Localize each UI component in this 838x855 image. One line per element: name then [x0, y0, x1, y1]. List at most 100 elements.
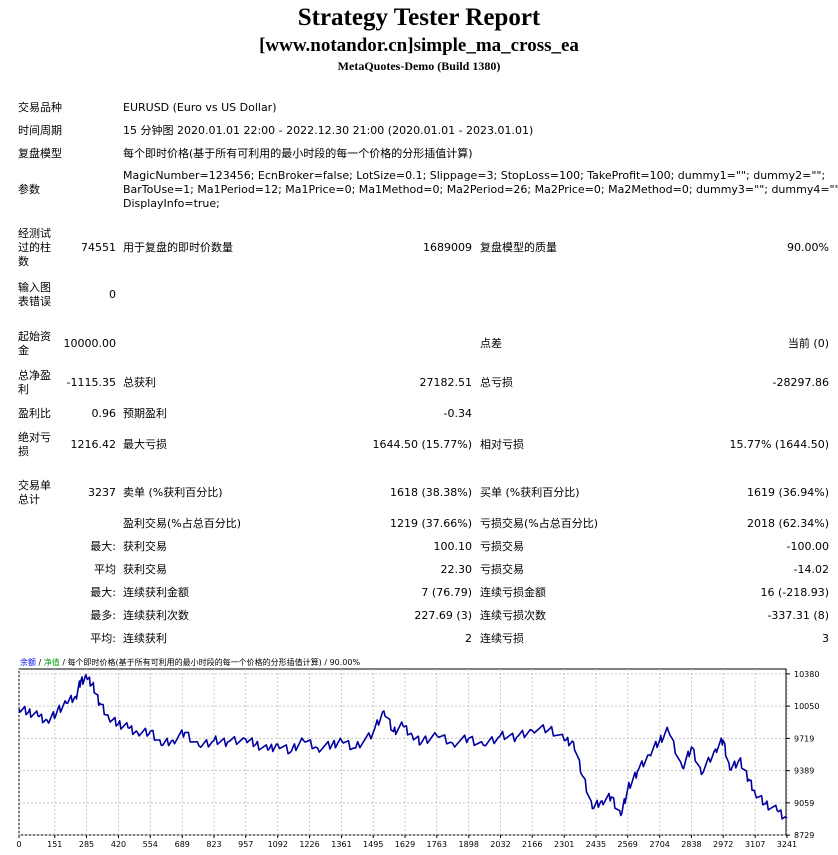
x-tick-label: 2569	[618, 840, 638, 849]
chart-x-ticks: 0 151 285 420 554 689 823 957 1092 1226 1361 1495 16…	[16, 835, 797, 849]
legend-sep: /	[36, 658, 44, 667]
trades-value: 3237	[88, 486, 116, 499]
chart-y-ticks: 10380 10050 9719 9389 9059 8729	[786, 670, 819, 840]
x-tick-label: 2301	[554, 840, 574, 849]
loss-trades-label: 亏损交易(%占总百分比)	[480, 517, 599, 530]
report-build: MetaQuotes-Demo (Build 1380)	[337, 59, 501, 73]
max-cons-loss-value: -337.31 (8)	[767, 609, 829, 622]
period-label: 时间周期	[18, 124, 62, 137]
x-tick-label: 2166	[522, 840, 542, 849]
x-tick-label: 2838	[681, 840, 701, 849]
params-line-3: DisplayInfo=true;	[123, 197, 220, 210]
long-label: 买单 (%获利百分比)	[480, 486, 580, 499]
params-line-1: MagicNumber=123456; EcnBroker=false; Lot…	[123, 169, 826, 182]
symbol-label: 交易品种	[18, 101, 62, 114]
params-line-2: BarToUse=1; Ma1Period=12; Ma1Price=0; Ma…	[123, 183, 838, 196]
payoff-label: 预期盈利	[123, 407, 167, 420]
avg-loss-value: -14.02	[793, 563, 829, 576]
balance-line	[18, 673, 788, 820]
y-tick-label: 9389	[794, 767, 814, 776]
max-dd-label: 最大亏损	[123, 438, 167, 451]
y-tick-label: 9059	[794, 799, 814, 808]
x-tick-label: 2704	[650, 840, 670, 849]
loss-trades-value: 2018 (62.34%)	[746, 517, 829, 530]
abs-dd-value: 1216.42	[70, 438, 117, 451]
profit-trades-value: 1219 (37.66%)	[389, 517, 472, 530]
symbol-value: EURUSD (Euro vs US Dollar)	[123, 101, 277, 114]
deposit-label: 起始资金	[18, 330, 51, 357]
x-tick-label: 1226	[299, 840, 319, 849]
bars-value: 74551	[81, 241, 116, 254]
x-tick-label: 1361	[331, 840, 351, 849]
quality-label: 复盘模型的质量	[480, 241, 557, 254]
x-tick-label: 2032	[490, 840, 510, 849]
x-tick-label: 1629	[395, 840, 415, 849]
x-tick-label: 420	[111, 840, 126, 849]
max-cons-losses-value: 16 (-218.93)	[760, 586, 829, 599]
x-tick-label: 2435	[586, 840, 606, 849]
x-tick-label: 151	[47, 840, 62, 849]
errors-label: 输入图表错误	[18, 281, 51, 308]
ticks-value: 1689009	[423, 241, 472, 254]
max-cons-losses-label: 连续亏损金额	[480, 586, 546, 599]
net-label: 总净盈利	[18, 369, 51, 396]
y-tick-label: 10380	[794, 670, 819, 679]
x-tick-label: 3107	[745, 840, 765, 849]
avg-cons-wins-label: 连续获利	[123, 632, 167, 645]
abs-dd-label: 绝对亏损	[18, 431, 51, 458]
rel-dd-value: 15.77% (1644.50)	[729, 438, 829, 451]
avg-cons-losses-value: 3	[822, 632, 829, 645]
max-dd-value: 1644.50 (15.77%)	[372, 438, 472, 451]
x-tick-label: 3241	[777, 840, 797, 849]
max-cons-loss-label: 连续亏损次数	[480, 609, 546, 622]
spread-value: 当前 (0)	[787, 337, 829, 350]
report-title: Strategy Tester Report	[297, 4, 541, 31]
pf-value: 0.96	[91, 407, 117, 420]
errors-value: 0	[109, 288, 116, 301]
period-value: 15 分钟图 2020.01.01 22:00 - 2022.12.30 21:…	[123, 124, 534, 137]
gross-loss-label: 总亏损	[480, 376, 513, 389]
avg-profit-value: 22.30	[440, 563, 473, 576]
max-cons-wins-label: 连续获利金额	[123, 586, 189, 599]
y-tick-label: 8729	[794, 831, 814, 840]
profit-trades-label: 盈利交易(%占总百分比)	[123, 517, 242, 530]
params-label: 参数	[18, 183, 40, 196]
largest-loss-value: -100.00	[786, 540, 829, 553]
max-cons-profit-value: 227.69 (3)	[414, 609, 472, 622]
long-value: 1619 (36.94%)	[746, 486, 829, 499]
y-tick-label: 10050	[794, 702, 819, 711]
quality-value: 90.00%	[787, 241, 829, 254]
x-tick-label: 1495	[363, 840, 383, 849]
x-tick-label: 554	[143, 840, 158, 849]
most-prefix: 最多:	[90, 609, 116, 622]
max-cons-wins-value: 7 (76.79)	[421, 586, 472, 599]
avg-loss-label: 亏损交易	[480, 563, 524, 576]
legend-equity: 净值	[44, 657, 60, 667]
largest-loss-label: 亏损交易	[480, 540, 524, 553]
x-tick-label: 2972	[713, 840, 733, 849]
report-subtitle: [www.notandor.cn]simple_ma_cross_ea	[259, 35, 579, 56]
x-tick-label: 0	[16, 840, 21, 849]
short-label: 卖单 (%获利百分比)	[123, 486, 223, 499]
avg-cons-losses-label: 连续亏损	[480, 632, 524, 645]
avg-cons-wins-value: 2	[465, 632, 472, 645]
chart-plot-frame	[18, 668, 787, 836]
largest-profit-value: 100.10	[433, 540, 473, 553]
ticks-label: 用于复盘的即时价数量	[123, 241, 233, 254]
x-tick-label: 285	[79, 840, 94, 849]
avg-cons-prefix: 平均:	[90, 632, 116, 645]
trades-label: 交易单总计	[18, 479, 51, 506]
largest-profit-label: 获利交易	[123, 540, 167, 553]
chart-background	[14, 655, 838, 855]
x-tick-label: 689	[175, 840, 190, 849]
gross-loss-value: -28297.86	[772, 376, 829, 389]
legend-balance: 余额	[20, 657, 36, 667]
y-tick-label: 9719	[794, 734, 814, 743]
gross-profit-value: 27182.51	[419, 376, 473, 389]
max-cons-profit-label: 连续获利次数	[123, 609, 189, 622]
pf-label: 盈利比	[18, 407, 51, 420]
legend-description: / 每个即时价格(基于所有可利用的最小时段的每一个价格的分形插值计算) / 90…	[60, 657, 361, 667]
rel-dd-label: 相对亏损	[480, 438, 524, 451]
gross-profit-label: 总获利	[123, 376, 156, 389]
spread-label: 点差	[480, 337, 502, 350]
